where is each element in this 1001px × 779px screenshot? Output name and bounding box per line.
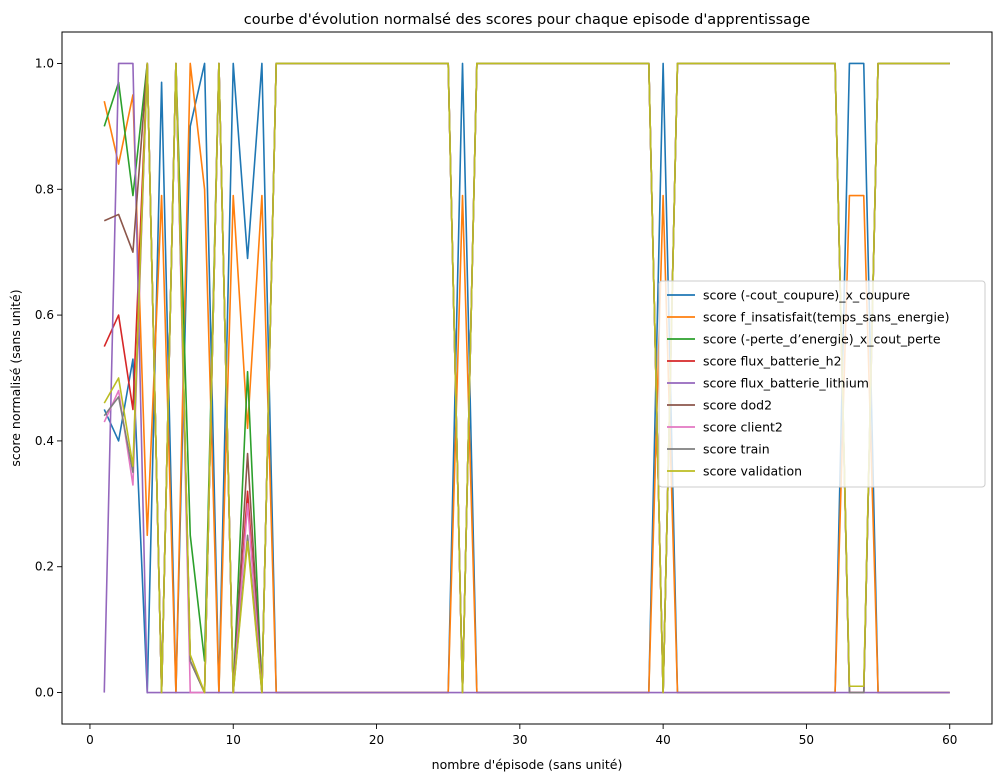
y-axis-ticks: 0.0 0.2 0.4 0.6 0.8 1.0 (35, 56, 62, 700)
legend-entry: score flux_batterie_lithium (703, 376, 869, 391)
x-tick-label: 50 (799, 733, 814, 747)
x-tick-label: 30 (512, 733, 527, 747)
plot-frame (61, 31, 993, 725)
y-tick-label: 1.0 (35, 56, 54, 70)
y-tick-label: 0.4 (35, 434, 54, 448)
series-layer (103, 62, 950, 694)
x-tick-label: 20 (369, 733, 384, 747)
x-tick-label: 40 (655, 733, 670, 747)
series-line-5 (103, 62, 950, 694)
series-line-9 (103, 62, 950, 694)
y-tick-label: 0.2 (35, 560, 54, 574)
legend-entry: score (-perte_d’energie)_x_cout_perte (703, 332, 941, 347)
x-tick-label: 0 (86, 733, 94, 747)
x-axis-ticks: 0 10 20 30 40 50 60 (86, 724, 957, 747)
series-line-2 (103, 62, 950, 694)
y-tick-label: 0.0 (35, 686, 54, 700)
legend-entry: score flux_batterie_h2 (703, 354, 842, 369)
x-tick-label: 60 (942, 733, 957, 747)
y-tick-label: 0.6 (35, 308, 54, 322)
legend-entry: score (-cout_coupure)_x_coupure (703, 288, 910, 303)
chart-title: courbe d'évolution normalsé des scores p… (244, 12, 810, 28)
legend-entry: score f_insatisfait(temps_sans_energie) (703, 310, 950, 325)
y-axis-label: score normalisé (sans unité) (8, 289, 23, 466)
legend-entry: score client2 (703, 420, 783, 435)
x-tick-label: 10 (226, 733, 241, 747)
legend-entry: score train (703, 442, 770, 457)
legend-entry: score dod2 (703, 398, 772, 413)
y-tick-label: 0.8 (35, 182, 54, 196)
legend-box (658, 280, 986, 488)
legend-entry: score validation (703, 464, 802, 479)
x-axis-label: nombre d'épisode (sans unité) (432, 757, 623, 772)
